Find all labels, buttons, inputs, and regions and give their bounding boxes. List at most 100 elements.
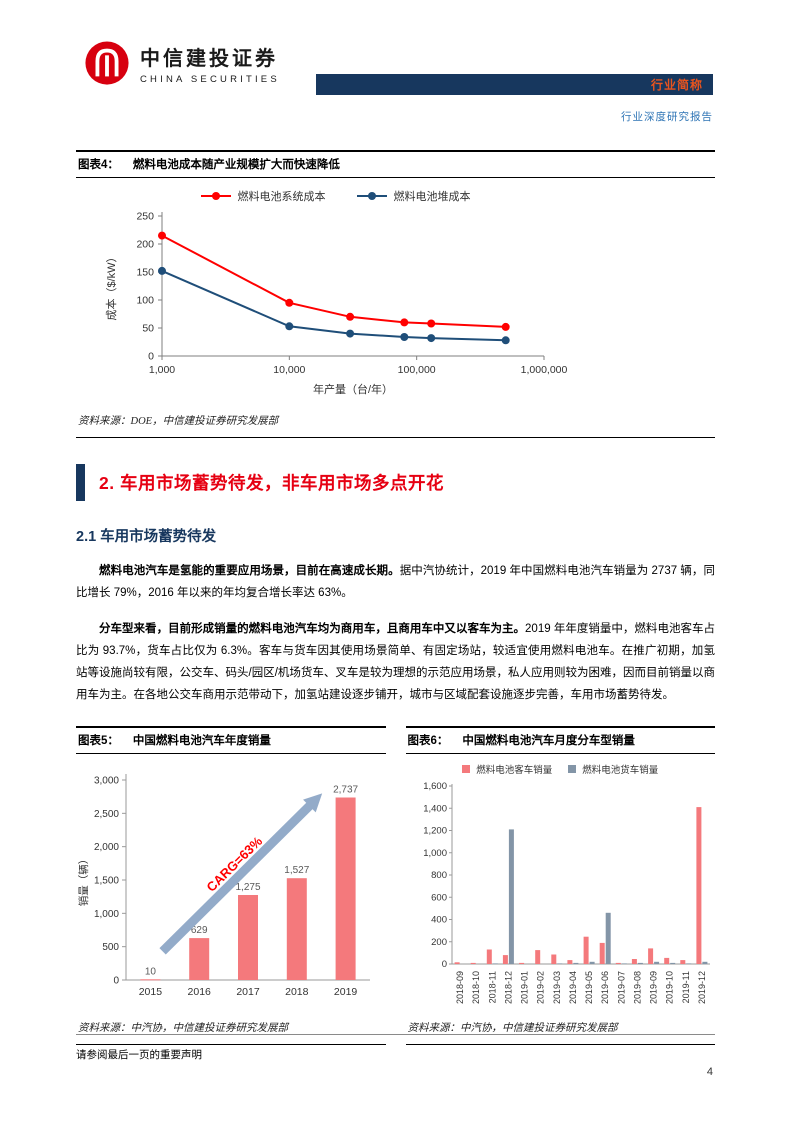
section-accent-bar xyxy=(76,464,85,501)
svg-text:500: 500 xyxy=(102,943,119,954)
svg-text:150: 150 xyxy=(136,267,154,279)
svg-text:2019-12: 2019-12 xyxy=(696,971,706,1004)
svg-text:50: 50 xyxy=(142,323,154,335)
svg-text:2019-10: 2019-10 xyxy=(664,971,674,1004)
section-heading: 2. 车用市场蓄势待发，非车用市场多点开花 xyxy=(76,464,715,501)
svg-text:2,500: 2,500 xyxy=(94,809,119,820)
figure4-title: 图表4： 燃料电池成本随产业规模扩大而快速降低 xyxy=(76,150,715,178)
company-logo-icon xyxy=(85,41,129,85)
svg-text:2018-11: 2018-11 xyxy=(487,971,497,1003)
svg-text:629: 629 xyxy=(191,926,208,937)
figure6-chart-area: 燃料电池客车销量 燃料电池货车销量 0 200 400 600 800 1,000 1,200… xyxy=(406,754,716,1016)
svg-text:2019-11: 2019-11 xyxy=(680,971,690,1003)
page-footer: 请参阅最后一页的重要声明 4 xyxy=(76,1034,715,1078)
svg-text:2019-07: 2019-07 xyxy=(616,971,626,1004)
svg-text:100,000: 100,000 xyxy=(398,364,436,376)
brand: 中信建投证券 CHINA SECURITIES xyxy=(84,40,280,86)
figure5-block: 图表5： 中国燃料电池汽车年度销量 0 500 1,000 1,500 2,000 2,5… xyxy=(76,726,386,1046)
figure-row: 图表5： 中国燃料电池汽车年度销量 0 500 1,000 1,500 2,000 2,5… xyxy=(76,726,716,1046)
svg-text:1,000,000: 1,000,000 xyxy=(521,364,568,376)
brand-text: 中信建投证券 CHINA SECURITIES xyxy=(140,42,280,85)
paragraph-2: 分车型来看，目前形成销量的燃料电池汽车均为商用车，且商用车中又以客车为主。201… xyxy=(76,618,715,706)
paragraph-2-body: 2019 年年度销量中，燃料电池客车占比为 93.7%，货车占比仅为 6.3%。… xyxy=(76,623,716,702)
figure4-label: 图表4： xyxy=(78,159,119,171)
figure5-chart-area: 0 500 1,000 1,500 2,000 2,500 3,000 10 2015 629 20… xyxy=(76,754,386,1016)
svg-text:2018-09: 2018-09 xyxy=(455,971,465,1004)
figure6-title: 图表6： 中国燃料电池汽车月度分车型销量 xyxy=(405,726,715,755)
svg-text:10: 10 xyxy=(145,967,157,978)
paragraph-2-lead: 分车型来看，目前形成销量的燃料电池汽车均为商用车，且商用车中又以客车为主。 xyxy=(99,623,526,636)
svg-text:2015: 2015 xyxy=(139,986,163,998)
svg-text:2017: 2017 xyxy=(236,986,260,998)
svg-text:2,000: 2,000 xyxy=(94,843,119,854)
brand-name-cn: 中信建投证券 xyxy=(140,47,278,70)
svg-text:3,000: 3,000 xyxy=(94,776,119,787)
svg-text:10,000: 10,000 xyxy=(273,364,305,376)
svg-text:0: 0 xyxy=(148,351,154,363)
figure6-title-text: 中国燃料电池汽车月度分车型销量 xyxy=(462,735,635,748)
annual-sales-bar-chart: 0 500 1,000 1,500 2,000 2,500 3,000 10 2015 629 20… xyxy=(77,774,370,998)
figure6-label: 图表6： xyxy=(407,735,449,748)
svg-text:1,527: 1,527 xyxy=(284,866,309,877)
svg-text:1,200: 1,200 xyxy=(423,826,447,837)
svg-text:2019-04: 2019-04 xyxy=(567,971,577,1004)
svg-text:2019-06: 2019-06 xyxy=(600,971,610,1004)
svg-text:200: 200 xyxy=(136,239,154,251)
svg-text:2018-12: 2018-12 xyxy=(503,971,513,1004)
section-heading-text: 2. 车用市场蓄势待发，非车用市场多点开花 xyxy=(99,473,444,493)
svg-text:600: 600 xyxy=(431,893,447,904)
svg-text:1,500: 1,500 xyxy=(94,876,119,887)
svg-text:100: 100 xyxy=(136,295,154,307)
svg-text:2019-08: 2019-08 xyxy=(632,971,642,1004)
fuel-cell-cost-line-chart: 0 50 100 150 200 250 1,000 10,000 100,000 1,000,0… xyxy=(104,211,568,397)
svg-text:1,000: 1,000 xyxy=(423,848,447,859)
figure4-chart-area: 燃料电池系统成本 燃料电池堆成本 0 50 100 150 200 250 1,000 10,0… xyxy=(76,178,715,409)
figure6-source: 资料来源：中汽协，中信建投证券研究发展部 xyxy=(405,1016,715,1046)
page-number: 4 xyxy=(706,1066,713,1078)
svg-text:1,000: 1,000 xyxy=(94,909,119,920)
svg-text:0: 0 xyxy=(113,976,119,987)
svg-text:800: 800 xyxy=(431,870,447,881)
svg-text:2019-01: 2019-01 xyxy=(519,971,529,1004)
svg-text:2019-09: 2019-09 xyxy=(648,971,658,1004)
svg-text:1,600: 1,600 xyxy=(423,781,447,792)
svg-text:250: 250 xyxy=(136,211,154,223)
report-type-label: 行业深度研究报告 xyxy=(621,111,713,123)
legend-item: 燃料电池堆成本 xyxy=(356,188,471,204)
legend-item: 燃料电池系统成本 xyxy=(200,188,326,204)
svg-text:400: 400 xyxy=(431,915,447,926)
brand-name-en: CHINA SECURITIES xyxy=(140,73,280,85)
monthly-sales-by-type-bar-chart: 0 200 400 600 800 1,000 1,200 1,400 1,600 2018-09… xyxy=(423,781,710,1005)
disclaimer-text: 请参阅最后一页的重要声明 xyxy=(76,1049,202,1061)
figure4-block: 图表4： 燃料电池成本随产业规模扩大而快速降低 燃料电池系统成本 燃料电池堆成本 … xyxy=(76,150,715,438)
svg-text:成本（$/kW）: 成本（$/kW） xyxy=(104,251,118,320)
figure5-label: 图表5： xyxy=(78,735,119,748)
figure5-source: 资料来源：中汽协，中信建投证券研究发展部 xyxy=(76,1016,386,1046)
industry-banner-label: 行业简称 xyxy=(650,78,703,92)
svg-text:200: 200 xyxy=(431,937,447,948)
subsection-heading: 2.1 车用市场蓄势待发 xyxy=(76,529,217,545)
chart6-legend: 燃料电池客车销量 燃料电池货车销量 xyxy=(406,762,716,776)
figure4-title-text: 燃料电池成本随产业规模扩大而快速降低 xyxy=(132,159,340,171)
svg-text:1,275: 1,275 xyxy=(235,882,260,893)
header-right: 行业简称 行业深度研究报告 xyxy=(315,40,713,124)
paragraph-1: 燃料电池汽车是氢能的重要应用场景，目前在高速成长期。据中汽协统计，2019 年中… xyxy=(76,560,715,604)
figure5-title: 图表5： 中国燃料电池汽车年度销量 xyxy=(76,726,386,755)
svg-text:1,000: 1,000 xyxy=(149,364,175,376)
paragraph-1-lead: 燃料电池汽车是氢能的重要应用场景，目前在高速成长期。 xyxy=(99,565,400,577)
svg-text:2016: 2016 xyxy=(188,986,212,998)
svg-text:2,737: 2,737 xyxy=(333,785,358,796)
page-header: 中信建投证券 CHINA SECURITIES 行业简称 行业深度研究报告 xyxy=(0,0,793,124)
industry-banner: 行业简称 xyxy=(315,74,713,95)
svg-text:销量（辆）: 销量（辆） xyxy=(77,854,90,907)
svg-text:年产量（台/年）: 年产量（台/年） xyxy=(313,382,393,396)
legend-item: 燃料电池货车销量 xyxy=(568,762,658,776)
figure5-title-text: 中国燃料电池汽车年度销量 xyxy=(132,735,271,748)
svg-text:2019: 2019 xyxy=(334,986,358,998)
svg-text:2018-10: 2018-10 xyxy=(471,971,481,1004)
legend-item: 燃料电池客车销量 xyxy=(462,762,552,776)
svg-text:2019-02: 2019-02 xyxy=(535,971,545,1004)
svg-text:2019-05: 2019-05 xyxy=(584,971,594,1004)
figure4-source: 资料来源：DOE，中信建投证券研究发展部 xyxy=(76,409,715,438)
